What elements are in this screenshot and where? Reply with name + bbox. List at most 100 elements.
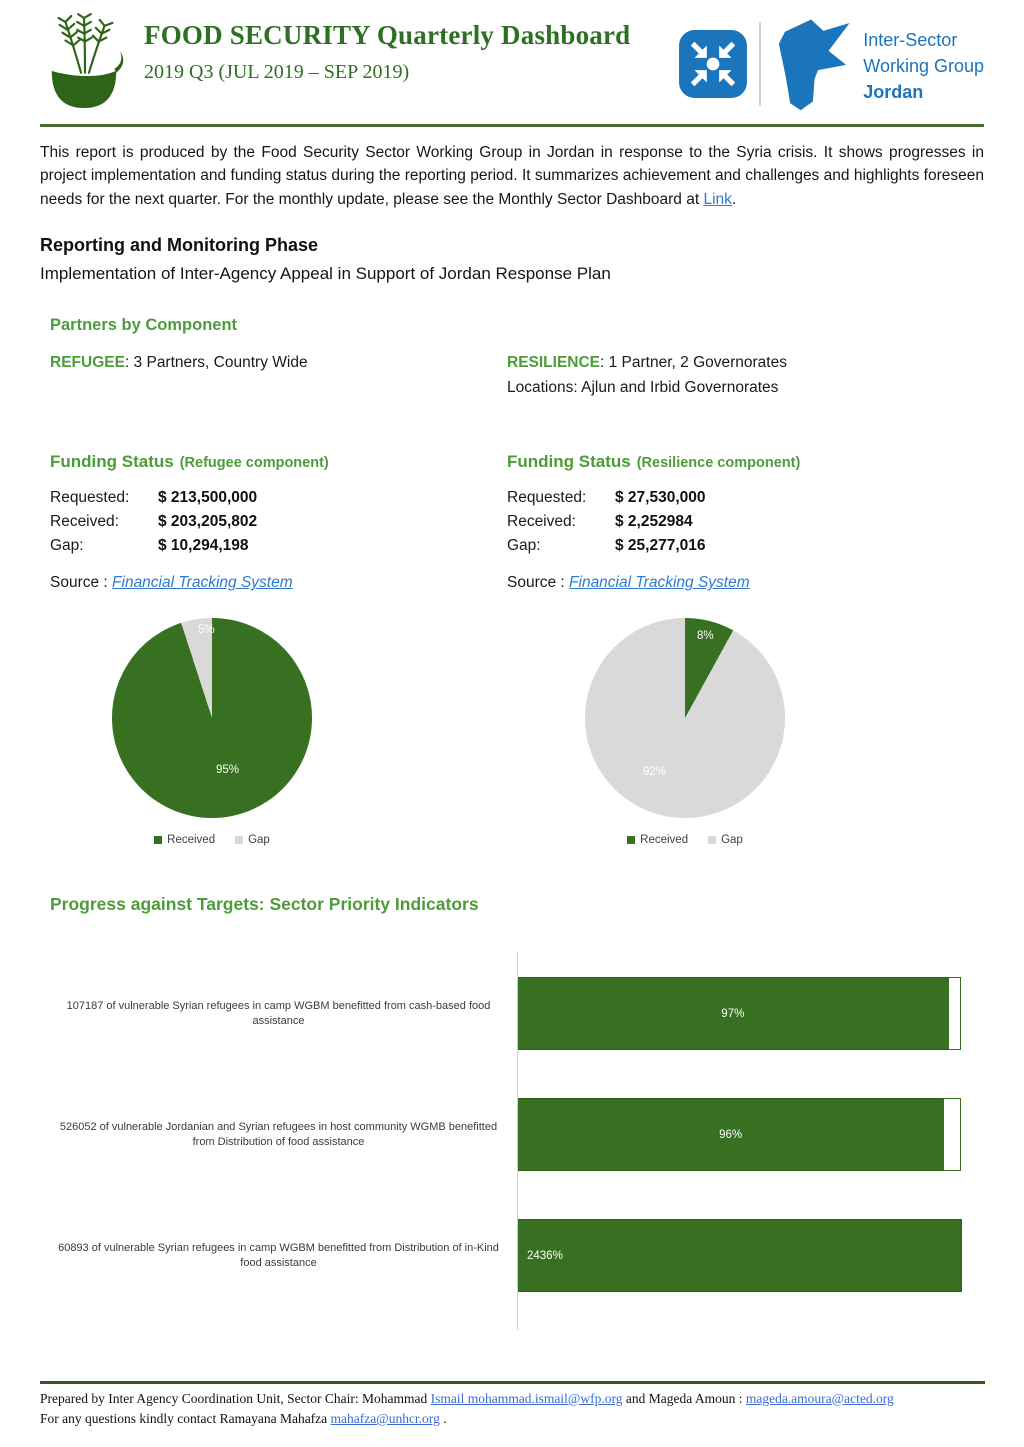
jordan-map-icon <box>779 19 850 111</box>
legend-received: Received <box>627 834 688 846</box>
legend-gap-label: Gap <box>248 834 270 847</box>
legend-gap: Gap <box>708 834 743 846</box>
refugee-text: : 3 Partners, Country Wide <box>124 353 308 371</box>
page-subtitle: 2019 Q3 (JUL 2019 – SEP 2019) <box>144 61 410 83</box>
reporting-phase-subheading: Implementation of Inter-Agency Appeal in… <box>40 263 611 283</box>
legend-received-label: Received <box>167 834 216 847</box>
requested-label: Requested: <box>50 489 130 507</box>
resilience-funding-pie-block: 8% 92% Received Gap <box>585 618 785 846</box>
refugee-funding-pie-block: 95% 5% Received Gap <box>112 618 312 846</box>
bar-fill: 97% <box>517 977 949 1051</box>
org-logo-block: Inter-Sector Working Group Jordan <box>677 12 984 112</box>
received-label: Received: <box>50 513 119 531</box>
header: FOOD SECURITY Quarterly Dashboard 2019 Q… <box>40 0 984 114</box>
funding-refugee-heading: Funding Status (Refugee component) <box>50 452 497 472</box>
footer-line1-middle: and Mageda Amoun : <box>622 1390 746 1406</box>
funding-refugee-title: Funding Status <box>50 452 174 472</box>
acted-email-link[interactable]: mageda.amoura@acted.org <box>745 1390 894 1406</box>
legend-gap-label: Gap <box>721 834 743 847</box>
pie-gap-label: 5% <box>198 624 215 637</box>
partners-heading: Partners by Component <box>50 315 238 334</box>
fts-link[interactable]: Financial Tracking System <box>112 574 293 592</box>
gap-row: Gap: $ 25,277,016 <box>507 534 984 558</box>
legend-gap-swatch <box>708 836 717 845</box>
legend-received-swatch <box>627 836 636 845</box>
bar-remainder <box>943 1098 961 1172</box>
received-row: Received: $ 203,205,802 <box>50 510 497 534</box>
resilience-funding-pie-chart: 8% 92% <box>585 618 785 819</box>
gap-label: Gap: <box>507 537 541 555</box>
wfp-email-link[interactable]: Ismail mohammad.ismail@wfp.org <box>430 1390 623 1406</box>
bar-category-label: 526052 of vulnerable Jordanian and Syria… <box>59 1120 498 1148</box>
bar-category-label: 60893 of vulnerable Syrian refugees in c… <box>58 1241 499 1269</box>
footer-text: Prepared by Inter Agency Coordination Un… <box>40 1389 985 1430</box>
resilience-locations: Locations: Ajlun and Irbid Governorates <box>507 378 779 396</box>
refugee-label: REFUGEE <box>50 353 125 371</box>
received-value: $ 2,252984 <box>615 513 693 531</box>
intro-text: This report is produced by the Food Secu… <box>40 144 984 208</box>
partners-refugee: REFUGEE: 3 Partners, Country Wide <box>40 351 497 401</box>
bar-fill: 2436% <box>517 1219 962 1293</box>
footer-line1-text: Prepared by Inter Agency Coordination Un… <box>40 1390 431 1406</box>
footer-line1: Prepared by Inter Agency Coordination Un… <box>40 1389 985 1409</box>
funding-refugee-source: Source : Financial Tracking System <box>50 574 497 592</box>
requested-value: $ 27,530,000 <box>615 489 706 507</box>
fts-link[interactable]: Financial Tracking System <box>569 574 750 592</box>
intro-after-link: . <box>731 190 737 208</box>
received-label: Received: <box>507 513 576 531</box>
progress-bar: 97% <box>517 977 962 1051</box>
gap-label: Gap: <box>50 537 84 555</box>
pie-received-label: 95% <box>216 764 240 777</box>
monthly-dashboard-link[interactable]: Link <box>703 190 732 208</box>
funding-refugee-rows: Requested: $ 213,500,000 Received: $ 203,2… <box>50 486 497 558</box>
reporting-phase-heading: Reporting and Monitoring Phase <box>40 234 318 255</box>
progress-bar: 96% <box>517 1098 962 1172</box>
requested-row: Requested: $ 27,530,000 <box>507 486 984 510</box>
pie-gap-label: 92% <box>643 766 667 779</box>
funding-refugee: Funding Status (Refugee component) Reques… <box>40 452 497 592</box>
legend-gap: Gap <box>235 834 270 846</box>
progress-bar: 2436% <box>517 1219 962 1293</box>
funding-resilience-rows: Requested: $ 27,530,000 Received: $ 2,2529… <box>507 486 984 558</box>
chart-row: 60893 of vulnerable Syrian refugees in c… <box>40 1219 984 1293</box>
funding-resilience-title: Funding Status <box>507 452 631 472</box>
legend-received-label: Received <box>640 834 689 847</box>
chart-row: 107187 of vulnerable Syrian refugees in … <box>40 977 984 1051</box>
refugee-funding-pie-chart: 95% 5% <box>112 618 312 819</box>
requested-row: Requested: $ 213,500,000 <box>50 486 497 510</box>
pie-charts-row: 95% 5% Received Gap 8% 92% Received Gap <box>40 618 984 846</box>
received-value: $ 203,205,802 <box>158 513 258 531</box>
org-name: Inter-Sector Working Group Jordan <box>863 23 984 105</box>
resilience-text: : 1 Partner, 2 Governorates <box>600 353 787 371</box>
pie-legend: Received Gap <box>112 834 312 846</box>
pie-legend: Received Gap <box>585 834 785 846</box>
source-label: Source : <box>50 574 113 592</box>
gap-row: Gap: $ 10,294,198 <box>50 534 497 558</box>
org-name-line2: Working Group <box>863 55 984 76</box>
bar-value-label: 97% <box>721 1007 745 1020</box>
requested-value: $ 213,500,000 <box>158 489 258 507</box>
legend-received: Received <box>154 834 215 846</box>
pie-received-label: 8% <box>697 630 714 643</box>
funding-resilience-source: Source : Financial Tracking System <box>507 574 984 592</box>
gap-value: $ 25,277,016 <box>615 537 706 555</box>
food-security-logo-icon <box>51 13 124 108</box>
org-name-line1: Inter-Sector <box>863 29 958 50</box>
bar-value-label: 2436% <box>527 1249 563 1262</box>
partners-resilience: RESILIENCE: 1 Partner, 2 Governorates Lo… <box>497 351 984 401</box>
converging-arrows-icon <box>679 30 748 98</box>
footer-line2-after: . <box>439 1410 447 1426</box>
unhcr-email-link[interactable]: mahafza@unhcr.org <box>330 1410 440 1426</box>
bar-fill: 96% <box>517 1098 945 1172</box>
gap-value: $ 10,294,198 <box>158 537 249 555</box>
bar-value-label: 96% <box>719 1128 743 1141</box>
footer-line2-text: For any questions kindly contact Ramayan… <box>40 1410 331 1426</box>
requested-label: Requested: <box>507 489 587 507</box>
partners-section: REFUGEE: 3 Partners, Country Wide RESILI… <box>40 351 984 401</box>
bar-category-label: 107187 of vulnerable Syrian refugees in … <box>66 999 491 1027</box>
org-name-line3: Jordan <box>863 82 924 103</box>
footer-line2: For any questions kindly contact Ramayan… <box>40 1409 985 1429</box>
footer-divider <box>40 1380 985 1384</box>
logo-divider <box>759 22 762 106</box>
funding-resilience-heading: Funding Status (Resilience component) <box>507 452 984 472</box>
